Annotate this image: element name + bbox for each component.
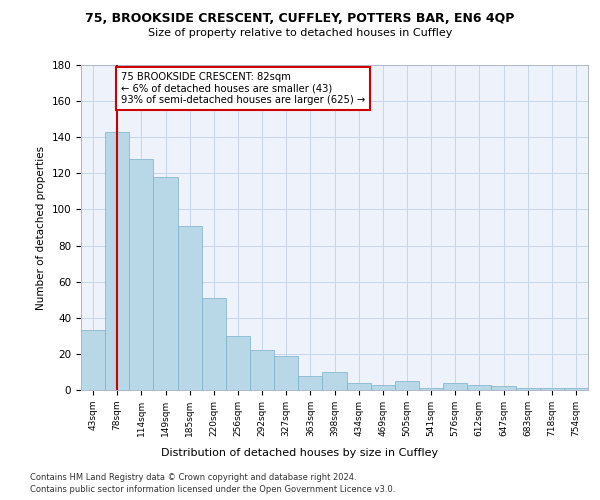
Y-axis label: Number of detached properties: Number of detached properties: [36, 146, 46, 310]
Bar: [322, 372, 347, 390]
Text: Size of property relative to detached houses in Cuffley: Size of property relative to detached ho…: [148, 28, 452, 38]
Bar: [81, 330, 105, 390]
Bar: [564, 388, 588, 390]
Bar: [467, 384, 491, 390]
Bar: [129, 159, 154, 390]
Bar: [419, 388, 443, 390]
Bar: [226, 336, 250, 390]
Bar: [540, 388, 564, 390]
Bar: [371, 384, 395, 390]
Text: Contains public sector information licensed under the Open Government Licence v3: Contains public sector information licen…: [30, 485, 395, 494]
Bar: [202, 298, 226, 390]
Bar: [347, 383, 371, 390]
Bar: [395, 381, 419, 390]
Bar: [250, 350, 274, 390]
Bar: [178, 226, 202, 390]
Bar: [491, 386, 515, 390]
Text: 75, BROOKSIDE CRESCENT, CUFFLEY, POTTERS BAR, EN6 4QP: 75, BROOKSIDE CRESCENT, CUFFLEY, POTTERS…: [85, 12, 515, 26]
Text: Contains HM Land Registry data © Crown copyright and database right 2024.: Contains HM Land Registry data © Crown c…: [30, 472, 356, 482]
Bar: [154, 177, 178, 390]
Text: Distribution of detached houses by size in Cuffley: Distribution of detached houses by size …: [161, 448, 439, 458]
Text: 75 BROOKSIDE CRESCENT: 82sqm
← 6% of detached houses are smaller (43)
93% of sem: 75 BROOKSIDE CRESCENT: 82sqm ← 6% of det…: [121, 72, 365, 106]
Bar: [515, 388, 540, 390]
Bar: [443, 383, 467, 390]
Bar: [298, 376, 322, 390]
Bar: [105, 132, 129, 390]
Bar: [274, 356, 298, 390]
